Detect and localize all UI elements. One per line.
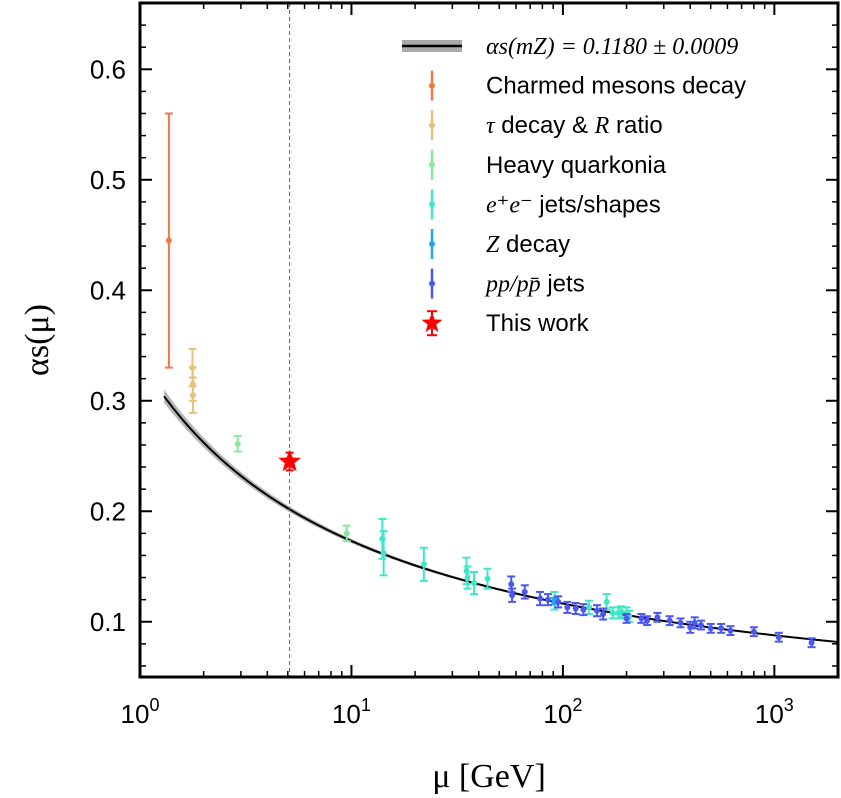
data-point — [707, 625, 714, 632]
plot-area — [163, 3, 838, 677]
legend-label: Charmed mesons decay — [486, 73, 746, 100]
data-point — [808, 639, 815, 646]
data-point — [464, 574, 471, 581]
legend-marker — [429, 82, 435, 89]
data-point — [750, 628, 757, 635]
x-tick-label: 101 — [332, 695, 371, 729]
legend-label: αs(mZ) = 0.1180 ± 0.0009 — [486, 34, 738, 60]
x-tick-label: 103 — [755, 695, 794, 729]
data-point — [343, 530, 350, 537]
data-point — [623, 615, 630, 622]
data-point — [420, 561, 427, 568]
legend-label: This work — [486, 310, 590, 337]
legend-entry-6: pp/pp̄ jets — [429, 268, 585, 299]
legend-marker — [429, 241, 435, 247]
legend-entry-4: e⁺e⁻ jets/shapes — [429, 189, 661, 220]
legend-entry-0: αs(mZ) = 0.1180 ± 0.0009 — [402, 34, 738, 60]
legend: αs(mZ) = 0.1180 ± 0.0009 Charmed mesons d… — [402, 34, 746, 337]
series-2 — [233, 435, 351, 543]
series-5 — [507, 575, 816, 649]
y-tick-label: 0.2 — [90, 496, 126, 526]
legend-label: τ decay & R ratio — [486, 112, 663, 139]
data-point — [698, 622, 705, 629]
y-tick-label: 0.4 — [90, 275, 126, 305]
data-point — [718, 625, 725, 632]
data-point — [165, 237, 172, 244]
data-point — [234, 440, 241, 447]
uncertainty-band — [164, 389, 838, 643]
x-tick-label: 100 — [121, 695, 160, 729]
data-point-star — [278, 449, 302, 472]
data-point — [594, 607, 601, 614]
x-axis-label: μ [GeV] — [432, 758, 546, 795]
data-point — [521, 588, 528, 595]
series-3 — [378, 517, 634, 623]
data-point — [537, 595, 544, 602]
data-point — [189, 392, 196, 399]
y-tick-label: 0.1 — [90, 607, 126, 637]
legend-label: pp/pp̄ jets — [484, 271, 585, 298]
data-point — [603, 598, 610, 605]
x-tick-label: 102 — [543, 695, 582, 729]
data-point — [609, 609, 616, 616]
legend-marker — [429, 201, 435, 208]
legend-label: e⁺e⁻ jets/shapes — [486, 191, 661, 218]
legend-marker — [429, 122, 435, 129]
series-0 — [164, 112, 173, 369]
data-point — [564, 604, 571, 611]
legend-marker — [429, 280, 435, 287]
data-point — [555, 598, 562, 605]
data-point — [509, 592, 516, 599]
y-tick-label: 0.5 — [90, 165, 126, 195]
data-point — [691, 619, 698, 626]
data-point — [775, 634, 782, 641]
legend-entry-2: τ decay & R ratio — [429, 110, 663, 141]
y-tick-label: 0.6 — [90, 54, 126, 84]
y-axis-label: αs(μ) — [19, 304, 56, 376]
series-6 — [278, 449, 302, 472]
data-point — [600, 611, 607, 618]
data-point — [677, 619, 684, 626]
legend-label: Z decay — [486, 231, 570, 258]
data-point — [471, 580, 478, 587]
data-point — [580, 606, 587, 613]
data-point — [666, 617, 673, 624]
axes: 0.1 0.2 0.3 0.4 0.5 0.6 100 101 102 103 μ [GeV] αs(… — [19, 1, 840, 795]
data-point — [586, 604, 593, 611]
legend-marker — [429, 161, 435, 168]
series-1 — [188, 347, 197, 414]
data-point — [654, 614, 661, 621]
legend-entry-5: Z decay — [429, 229, 570, 259]
legend-label: Heavy quarkonia — [486, 152, 667, 179]
data-point — [727, 627, 734, 634]
legend-star-marker — [421, 312, 443, 333]
central-curve — [163, 395, 838, 643]
data-point — [380, 550, 387, 557]
data-point — [508, 581, 515, 588]
data-point — [638, 615, 645, 622]
data-point — [572, 605, 579, 612]
data-point — [544, 596, 551, 603]
plot-frame — [138, 1, 840, 679]
plot-clip-group — [163, 3, 838, 677]
data-point — [463, 567, 470, 574]
legend-entry-3: Heavy quarkonia — [429, 149, 667, 180]
data-point — [644, 617, 651, 624]
data-point — [484, 575, 491, 582]
y-tick-label: 0.3 — [90, 386, 126, 416]
legend-entry-7: This work — [421, 310, 590, 337]
legend-entry-1: Charmed mesons decay — [429, 70, 746, 101]
